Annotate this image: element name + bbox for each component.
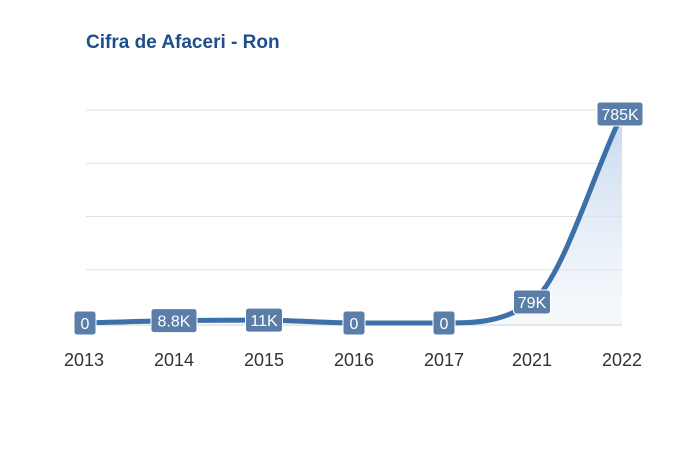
data-label: 785K — [596, 101, 644, 127]
series-area-fill — [84, 113, 622, 326]
data-label-text: 8.8K — [158, 314, 191, 331]
data-label-box — [513, 289, 551, 315]
chart-title: Cifra de Afaceri - Ron — [86, 32, 280, 53]
data-label-box — [596, 101, 644, 127]
x-tick-label: 2015 — [244, 350, 284, 370]
x-tick-label: 2014 — [154, 350, 194, 370]
data-label-text: 0 — [440, 316, 449, 333]
x-tick-label: 2013 — [64, 350, 104, 370]
data-label-box — [150, 308, 198, 334]
data-label-text: 0 — [81, 316, 90, 333]
x-tick-label: 2021 — [512, 350, 552, 370]
data-label-box — [245, 307, 283, 333]
data-label: 0 — [432, 310, 456, 336]
x-tick-label: 2017 — [424, 350, 464, 370]
data-label-text: 11K — [250, 313, 278, 330]
data-label: 79K — [513, 289, 551, 315]
data-label-text: 0 — [350, 316, 359, 333]
data-label-box — [432, 310, 456, 336]
data-label-box — [73, 310, 97, 336]
x-tick-label: 2022 — [602, 350, 642, 370]
x-tick-label: 2016 — [334, 350, 374, 370]
data-label-box — [342, 310, 366, 336]
data-label: 8.8K — [150, 308, 198, 334]
data-label: 11K — [245, 307, 283, 333]
data-label-text: 79K — [518, 295, 547, 312]
data-label: 0 — [73, 310, 97, 336]
data-label: 0 — [342, 310, 366, 336]
data-label-text: 785K — [601, 107, 639, 124]
